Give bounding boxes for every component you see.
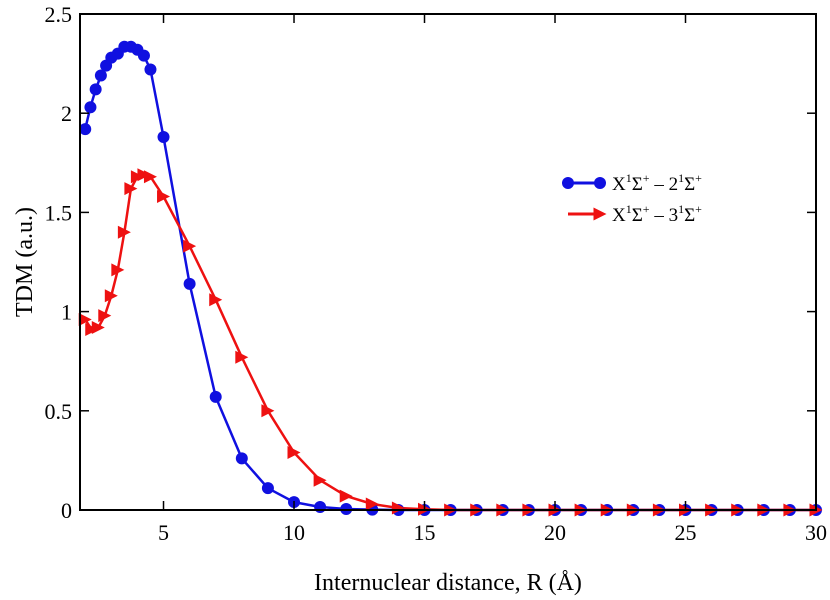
y-tick-label: 2 [61,101,72,126]
series-2-point [209,293,223,307]
series-lines [83,45,816,512]
series-1-point [79,123,92,136]
legend: X1Σ+ – 21Σ+ X1Σ+ – 31Σ+ [562,171,702,226]
legend-label-series-2: X1Σ+ – 31Σ+ [612,202,702,226]
x-tick-label: 20 [544,520,566,545]
series-2-point [183,239,197,253]
y-tick-label: 1.5 [45,200,73,225]
x-tick-label: 15 [414,520,436,545]
series-2-point [117,225,131,239]
y-tick-label: 1 [61,300,72,325]
x-tick-label: 5 [158,520,169,545]
y-tick-label: 2.5 [45,2,73,27]
series-1-point [314,501,327,514]
series-1-point [235,452,248,465]
series-2-point [130,170,144,184]
series-2-point [85,322,99,336]
y-axis-title: TDM (a.u.) [12,207,38,317]
series-2-point [111,263,125,277]
x-tick-label: 25 [675,520,697,545]
legend-entry-series-2: X1Σ+ – 31Σ+ [568,202,702,226]
series-2-point [261,404,275,418]
series-1-point [144,63,157,76]
x-tick-label: 10 [283,520,305,545]
legend-marker-series-1 [562,177,606,189]
series-2-point [91,320,105,334]
series-2-point [313,473,327,487]
series-2-point [157,190,171,204]
series-1-point [89,83,102,96]
legend-marker-point [594,177,606,189]
y-tick-label: 0.5 [45,399,73,424]
plot-frame [79,13,817,511]
series-1-point [94,69,107,82]
legend-entry-series-1: X1Σ+ – 21Σ+ [562,171,702,195]
series-1-point [157,131,170,144]
legend-marker-point [562,177,574,189]
series-2-point [287,445,301,459]
series-2-point [137,168,151,182]
series-1-line [83,45,816,512]
series-1-point [183,277,196,290]
x-axis-title: Internuclear distance, R (Å) [314,570,582,596]
series-2-point [391,501,405,515]
axis-tick-labels: 5 10 15 20 25 30 0 0.5 1 1.5 2 2.5 [45,2,828,545]
x-tick-label: 30 [805,520,827,545]
legend-label-series-1: X1Σ+ – 21Σ+ [612,171,702,195]
series-1-point [261,482,274,495]
y-tick-label: 0 [61,498,72,523]
series-1-point [84,101,97,114]
series-2-point [365,497,379,511]
series-2-point [98,309,112,323]
legend-marker-point [593,207,607,221]
axis-ticks [80,13,817,511]
series-1-point [209,390,222,403]
series-1-point [137,49,150,62]
series-2-point [124,182,138,196]
series-2-point [78,313,92,327]
series-2-point [339,489,353,503]
series-2-point [104,289,118,303]
series-2-line [84,173,816,512]
legend-marker-series-2 [593,207,607,221]
series-2-point [235,350,249,364]
series-markers [78,40,823,517]
series-2-point [143,170,157,184]
